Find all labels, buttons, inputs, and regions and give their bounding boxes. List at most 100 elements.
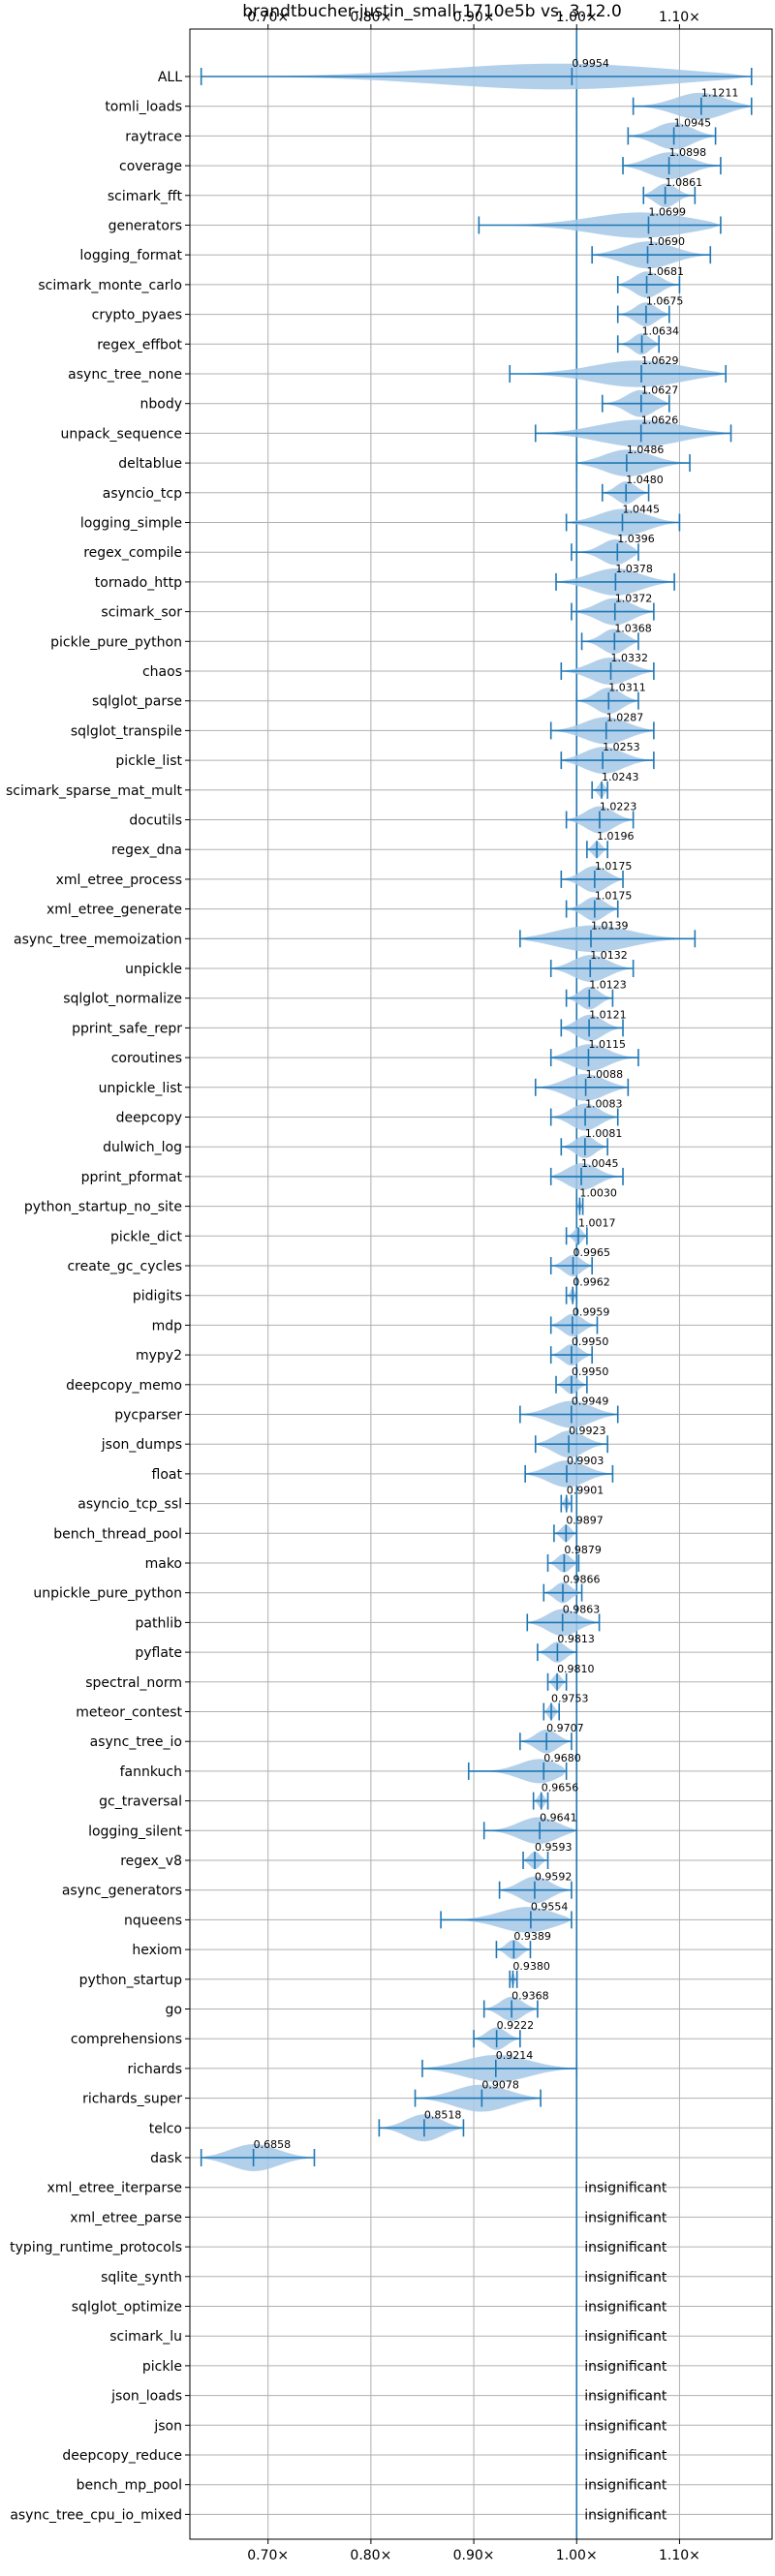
value-label: 1.0480 [626, 474, 664, 486]
category-label: sqlglot_optimize [72, 2300, 182, 2315]
value-label: 1.0088 [586, 1068, 624, 1081]
category-label: scimark_lu [109, 2329, 182, 2345]
category-label: scimark_monte_carlo [38, 278, 182, 293]
x-tick-label-top: 0.70× [247, 10, 289, 25]
insignificant-label: insignificant [584, 2478, 667, 2494]
category-label: fannkuch [120, 1764, 182, 1780]
category-label: chaos [142, 664, 182, 680]
category-label: richards [128, 2062, 183, 2077]
category-label: python_startup_no_site [24, 1200, 182, 1215]
category-label: sqlite_synth [101, 2270, 182, 2285]
category-label: json [153, 2418, 182, 2434]
value-label: 1.0627 [641, 384, 679, 397]
category-label: meteor_contest [76, 1705, 182, 1721]
category-label: scimark_sparse_mat_mult [6, 783, 182, 799]
violins [200, 29, 753, 2539]
category-label: async_tree_io [90, 1734, 182, 1750]
category-label: coroutines [111, 1051, 182, 1066]
insignificant-label: insignificant [584, 2329, 667, 2345]
value-label: 1.0634 [642, 324, 680, 337]
category-label: async_tree_cpu_io_mixed [10, 2507, 182, 2523]
value-label: 0.9962 [573, 1276, 610, 1289]
value-label: 1.0945 [674, 116, 712, 129]
value-label: 1.0378 [615, 563, 653, 575]
value-label: 0.9214 [496, 2049, 534, 2062]
value-label: 1.0030 [579, 1187, 617, 1200]
value-label: 1.0626 [641, 414, 679, 426]
category-label: unpickle_list [99, 1081, 183, 1096]
value-label: 0.9389 [513, 1930, 551, 1943]
value-label: 0.9863 [563, 1603, 601, 1615]
value-label: 0.9380 [512, 1960, 550, 1973]
category-label: pycparser [114, 1408, 182, 1424]
insignificant-label: insignificant [584, 2181, 667, 2196]
value-label: 0.9897 [566, 1514, 604, 1526]
category-label: regex_dna [111, 843, 182, 858]
insignificant-label: insignificant [584, 2359, 667, 2375]
category-label: scimark_fft [108, 189, 183, 204]
category-label: create_gc_cycles [67, 1259, 182, 1274]
category-label: logging_format [79, 248, 182, 263]
category-label: mypy2 [136, 1348, 182, 1364]
category-label: pickle_pure_python [50, 634, 182, 650]
value-label: 0.9959 [573, 1305, 610, 1318]
value-label: 0.9813 [557, 1633, 595, 1645]
chart-title: brandtbucher-justin_small-1710e5b vs. 3.… [242, 2, 622, 21]
category-label: dulwich_log [103, 1140, 182, 1155]
category-label: json_loads [110, 2389, 182, 2405]
category-label: async_tree_none [68, 367, 182, 383]
category-label: xml_etree_generate [46, 903, 182, 918]
value-label: 0.9879 [564, 1544, 602, 1556]
value-label: 0.9923 [569, 1425, 606, 1437]
category-label: xml_etree_parse [70, 2210, 182, 2225]
value-label: 0.9965 [574, 1246, 611, 1259]
category-label: bench_mp_pool [77, 2478, 182, 2494]
category-label: crypto_pyaes [92, 308, 182, 323]
category-label: ALL [158, 70, 182, 85]
x-tick-label-top: 0.90× [453, 10, 495, 25]
category-label: nqueens [124, 1913, 182, 1928]
value-label: 0.9901 [567, 1485, 604, 1497]
category-label: asyncio_tcp_ssl [78, 1497, 182, 1513]
category-label: pyflate [135, 1645, 182, 1661]
category-label: regex_effbot [97, 337, 182, 353]
value-label: 1.0243 [602, 771, 639, 783]
category-labels: ALL tomli_loads raytrace coverage scimark_ff… [6, 57, 738, 2523]
category-label: typing_runtime_protocols [10, 2240, 182, 2255]
category-label: asyncio_tcp [103, 486, 182, 502]
value-label: 1.0223 [600, 801, 637, 813]
value-label: 0.6858 [254, 2138, 292, 2151]
category-label: go [166, 2003, 182, 2018]
category-label: pprint_pformat [81, 1170, 183, 1185]
category-label: docutils [129, 813, 182, 829]
insignificant-label: insignificant [584, 2389, 667, 2405]
category-label: deepcopy_memo [66, 1378, 182, 1394]
category-label: regex_v8 [120, 1854, 182, 1869]
value-label: 1.0898 [669, 146, 707, 159]
value-label: 1.0311 [608, 682, 646, 694]
value-label: 0.9554 [531, 1900, 569, 1913]
value-label: 0.9656 [542, 1782, 579, 1794]
category-label: tomli_loads [105, 100, 182, 115]
category-label: sqlglot_normalize [63, 992, 182, 1007]
value-label: 0.9903 [567, 1455, 604, 1467]
value-label: 1.0081 [585, 1127, 623, 1140]
x-tick-label-top: 1.00× [556, 10, 598, 25]
category-label: regex_compile [83, 545, 182, 561]
category-label: logging_simple [80, 516, 182, 532]
category-label: spectral_norm [85, 1675, 182, 1691]
insignificant-label: insignificant [584, 2270, 667, 2285]
value-label: 1.0629 [641, 354, 679, 367]
value-label: 0.9866 [563, 1574, 601, 1586]
value-label: 1.1211 [701, 87, 739, 100]
x-tick-label-bottom: 1.10× [659, 2548, 700, 2563]
x-axis: 0.70× 0.70× 0.80× 0.80× 0.90× 0.90× 1.00× 1.00×… [185, 10, 700, 2563]
category-label: gc_traversal [99, 1794, 182, 1810]
x-tick-label-bottom: 1.00× [556, 2548, 598, 2563]
value-label: 1.0045 [581, 1157, 619, 1170]
category-label: json_dumps [101, 1437, 182, 1453]
category-label: mdp [152, 1318, 183, 1334]
insignificant-label: insignificant [584, 2418, 667, 2434]
value-label: 1.0132 [590, 949, 628, 962]
x-tick-label-bottom: 0.80× [350, 2548, 391, 2563]
